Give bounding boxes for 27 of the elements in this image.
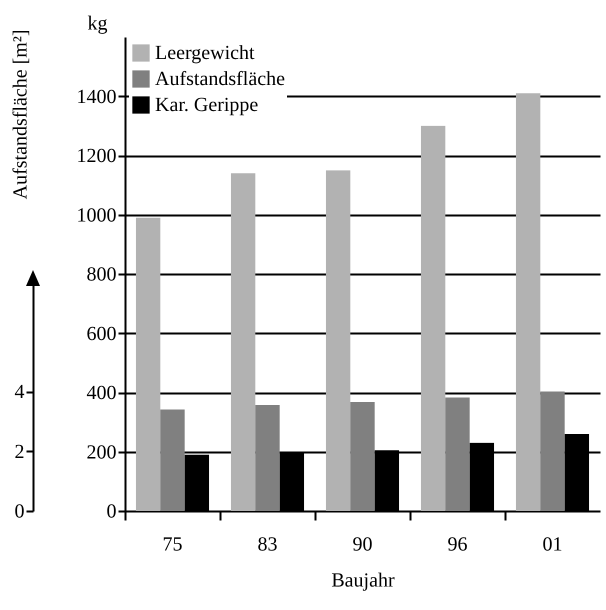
y-tick-label: 1200 <box>76 145 116 167</box>
y2-tick-label: 4 <box>14 381 24 404</box>
x-tick-label: 90 <box>352 534 372 556</box>
y-tick-label: 800 <box>86 264 116 286</box>
y-tick-label: 600 <box>86 322 116 345</box>
x-axis-title: Baujahr <box>331 570 395 592</box>
bar <box>516 93 540 511</box>
y2-tick-label: 2 <box>14 440 24 463</box>
y-tick-label: 200 <box>86 441 116 464</box>
y-tick-label: 0 <box>106 500 116 522</box>
x-tick-label: 75 <box>162 534 182 556</box>
bar <box>326 170 350 511</box>
legend-label: Kar. Gerippe <box>155 94 258 116</box>
y-tick-label: 1000 <box>76 204 116 226</box>
y-axis-title: kg <box>88 12 108 34</box>
legend-label: Aufstandsfläche <box>155 68 286 90</box>
y-tick-label: 400 <box>86 382 116 404</box>
y-tick-label: 1400 <box>76 86 116 108</box>
x-tick-label: 96 <box>448 534 468 556</box>
x-tick-label: 83 <box>258 534 278 556</box>
bar <box>420 126 446 511</box>
y2-tick-label: 0 <box>14 500 24 522</box>
x-tick-label: 01 <box>542 534 562 556</box>
y2-axis-title: Aufstandsfläche [m²] <box>10 30 32 200</box>
bar <box>136 218 160 511</box>
legend-label: Leergewicht <box>155 42 256 64</box>
bar <box>230 173 256 511</box>
